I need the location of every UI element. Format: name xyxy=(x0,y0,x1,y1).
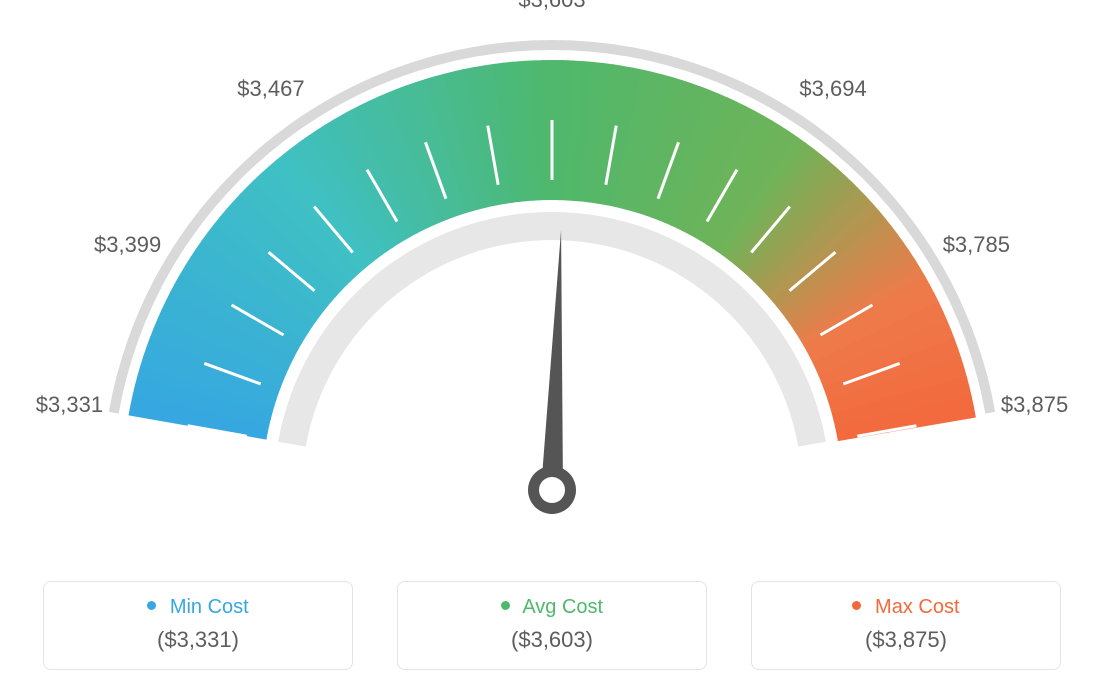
gauge-chart: $3,331 $3,399 $3,467 $3,603 $3,694 $3,785 $3,8… xyxy=(0,0,1104,550)
gauge-tick-label: $3,785 xyxy=(943,232,1010,258)
legend-label-min: Min Cost xyxy=(170,596,249,618)
legend-value-avg: ($3,603) xyxy=(398,627,706,653)
legend-title-avg: Avg Cost xyxy=(398,596,706,619)
legend-box-min: Min Cost ($3,331) xyxy=(43,581,353,670)
gauge-tick-label: $3,467 xyxy=(237,76,304,102)
legend-value-max: ($3,875) xyxy=(752,627,1060,653)
legend-value-min: ($3,331) xyxy=(44,627,352,653)
legend-title-max: Max Cost xyxy=(752,596,1060,619)
legend-box-avg: Avg Cost ($3,603) xyxy=(397,581,707,670)
gauge-tick-label: $3,331 xyxy=(36,392,103,418)
gauge-tick-label: $3,603 xyxy=(518,0,585,13)
legend-dot-min xyxy=(147,601,156,610)
legend-dot-max xyxy=(852,601,861,610)
gauge-tick-label: $3,875 xyxy=(1001,392,1068,418)
gauge-tick-label: $3,399 xyxy=(94,232,161,258)
gauge-tick-label: $3,694 xyxy=(799,76,866,102)
legend-box-max: Max Cost ($3,875) xyxy=(751,581,1061,670)
legend-title-min: Min Cost xyxy=(44,596,352,619)
legend-label-max: Max Cost xyxy=(875,596,959,618)
legend: Min Cost ($3,331) Avg Cost ($3,603) Max … xyxy=(0,581,1104,670)
gauge-svg xyxy=(0,0,1104,560)
legend-dot-avg xyxy=(501,601,510,610)
legend-label-avg: Avg Cost xyxy=(522,596,603,618)
